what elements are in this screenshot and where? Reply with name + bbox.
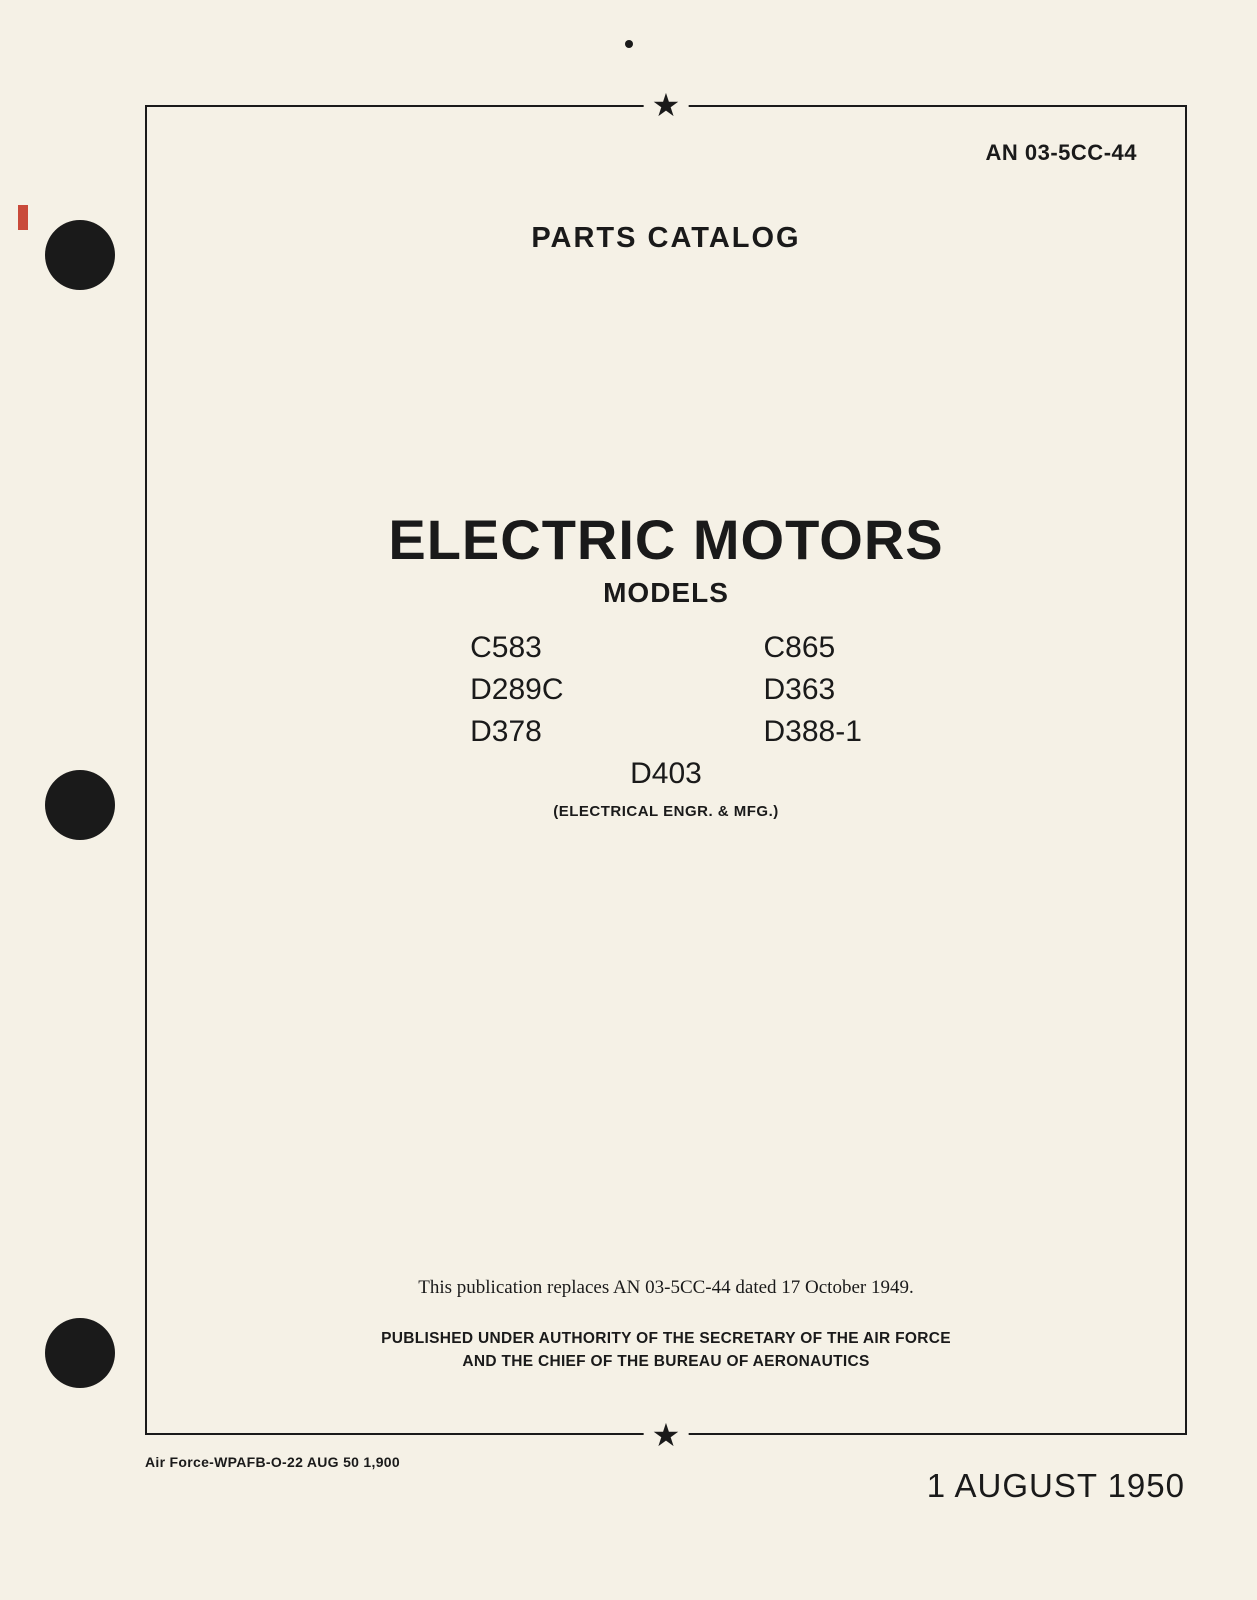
print-info: Air Force-WPAFB-O-22 AUG 50 1,900 <box>145 1454 400 1470</box>
punch-hole-bottom <box>45 1318 115 1388</box>
model-item: D378 <box>470 711 563 753</box>
top-dot-mark <box>625 40 633 48</box>
models-column-right: C865 D363 D388-1 <box>763 627 861 753</box>
model-bottom: D403 <box>147 757 1185 791</box>
document-page: ★ ★ PARTS CATALOG ELECTRIC MOTORS MODELS… <box>0 0 1257 1600</box>
star-icon-top: ★ <box>644 89 689 121</box>
catalog-heading: PARTS CATALOG <box>147 222 1185 255</box>
models-label: MODELS <box>147 577 1185 609</box>
red-binding-mark <box>18 205 28 230</box>
authority-line-2: AND THE CHIEF OF THE BUREAU OF AERONAUTI… <box>147 1350 1185 1373</box>
model-item: C583 <box>470 627 563 669</box>
main-title: ELECTRIC MOTORS <box>147 507 1185 572</box>
footer-block: This publication replaces AN 03-5CC-44 d… <box>147 1277 1185 1374</box>
document-number: AN 03-5CC-44 <box>986 140 1138 166</box>
authority-text: PUBLISHED UNDER AUTHORITY OF THE SECRETA… <box>147 1327 1185 1374</box>
models-grid: C583 D289C D378 C865 D363 D388-1 <box>147 627 1185 753</box>
star-icon-bottom: ★ <box>644 1419 689 1451</box>
model-item: D363 <box>763 669 861 711</box>
punch-hole-middle <box>45 770 115 840</box>
model-item: C865 <box>763 627 861 669</box>
manufacturer-text: (ELECTRICAL ENGR. & MFG.) <box>147 803 1185 820</box>
models-column-left: C583 D289C D378 <box>470 627 563 753</box>
main-content-block: ELECTRIC MOTORS MODELS C583 D289C D378 C… <box>147 507 1185 820</box>
content-border-frame: ★ ★ PARTS CATALOG ELECTRIC MOTORS MODELS… <box>145 105 1187 1435</box>
model-item: D388-1 <box>763 711 861 753</box>
authority-line-1: PUBLISHED UNDER AUTHORITY OF THE SECRETA… <box>147 1327 1185 1350</box>
punch-hole-top <box>45 220 115 290</box>
model-item: D289C <box>470 669 563 711</box>
replaces-text: This publication replaces AN 03-5CC-44 d… <box>147 1277 1185 1299</box>
publication-date: 1 AUGUST 1950 <box>927 1467 1185 1505</box>
